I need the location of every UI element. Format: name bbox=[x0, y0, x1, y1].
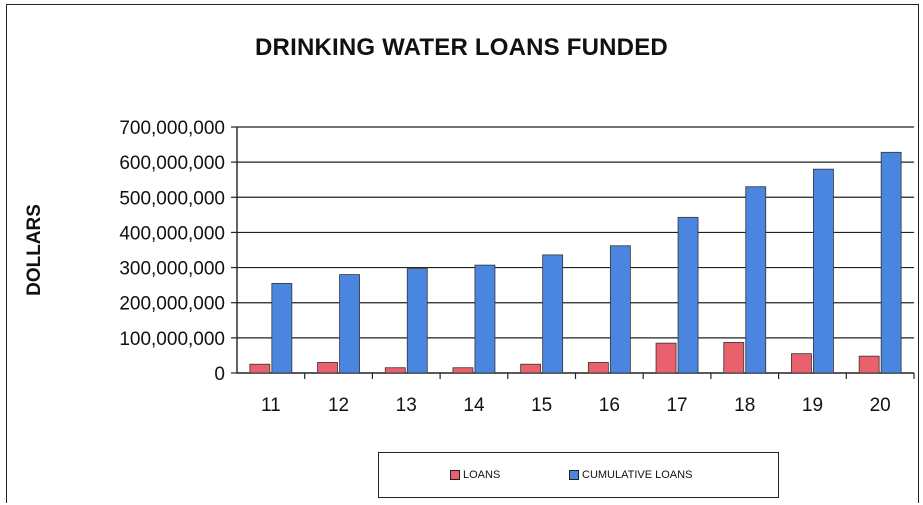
y-tick-label: 200,000,000 bbox=[119, 294, 225, 315]
bar-loans bbox=[317, 362, 338, 374]
bar-loans bbox=[384, 367, 406, 374]
chart-legend: LOANS CUMULATIVE LOANS bbox=[378, 452, 779, 498]
x-tick-label: 18 bbox=[734, 395, 755, 416]
bar-loans bbox=[858, 355, 880, 374]
bar-loans bbox=[249, 363, 271, 374]
bar-cumulative-loans bbox=[880, 151, 902, 374]
legend-item-loans: LOANS bbox=[450, 469, 500, 481]
legend-label-cumulative-loans: CUMULATIVE LOANS bbox=[582, 469, 693, 481]
bar-loans bbox=[520, 363, 542, 374]
y-tick-label: 500,000,000 bbox=[119, 188, 225, 209]
x-tick-label: 17 bbox=[666, 395, 687, 416]
x-tick-label: 14 bbox=[463, 395, 485, 416]
x-tick-label: 15 bbox=[531, 395, 552, 416]
legend-label-loans: LOANS bbox=[463, 469, 501, 481]
y-axis-title: DOLLARS bbox=[24, 204, 45, 296]
bar-cumulative-loans bbox=[339, 274, 360, 374]
bar-cumulative-loans bbox=[677, 216, 699, 374]
y-tick-label: 300,000,000 bbox=[119, 259, 225, 280]
bar-cumulative-loans bbox=[474, 264, 496, 374]
legend-swatch-cumulative-loans bbox=[569, 470, 579, 480]
y-tick-label: 400,000,000 bbox=[119, 223, 225, 244]
bar-cumulative-loans bbox=[813, 168, 834, 374]
bar-loans bbox=[723, 342, 745, 374]
y-tick-label: 100,000,000 bbox=[119, 329, 225, 350]
bar-cumulative-loans bbox=[609, 245, 631, 374]
x-tick-label: 13 bbox=[396, 395, 417, 416]
bar-cumulative-loans bbox=[406, 268, 428, 374]
x-tick-label: 16 bbox=[599, 395, 620, 416]
y-tick-label: 0 bbox=[214, 364, 225, 385]
bar-loans bbox=[452, 367, 474, 374]
chart-frame bbox=[6, 4, 919, 503]
x-tick-label: 12 bbox=[328, 395, 349, 416]
x-tick-label: 20 bbox=[870, 395, 891, 416]
x-tick-label: 11 bbox=[261, 395, 281, 416]
bar-cumulative-loans bbox=[271, 282, 293, 374]
bar-cumulative-loans bbox=[745, 186, 767, 374]
y-tick-label: 600,000,000 bbox=[119, 153, 225, 174]
bar-loans bbox=[655, 342, 677, 374]
legend-swatch-loans bbox=[450, 470, 460, 480]
y-tick-label: 700,000,000 bbox=[119, 118, 225, 139]
bar-cumulative-loans bbox=[542, 254, 564, 374]
bar-loans bbox=[587, 362, 609, 374]
x-tick-label: 19 bbox=[802, 395, 823, 416]
chart-title: DRINKING WATER LOANS FUNDED bbox=[255, 34, 668, 61]
bar-loans bbox=[791, 353, 812, 374]
legend-item-cumulative-loans: CUMULATIVE LOANS bbox=[569, 469, 692, 481]
